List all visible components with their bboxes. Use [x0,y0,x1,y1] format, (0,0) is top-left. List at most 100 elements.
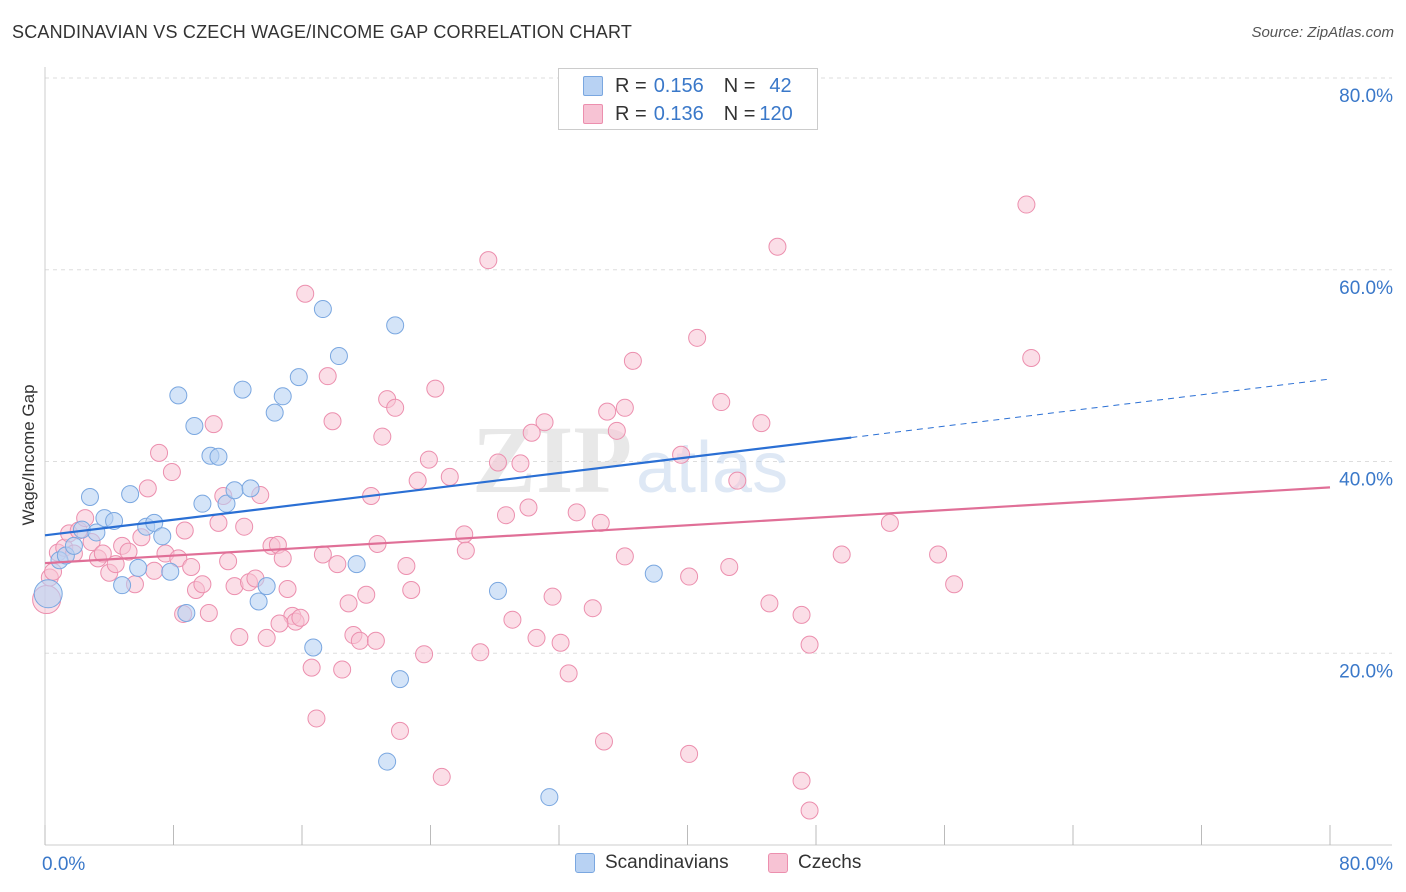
watermark-atlas: atlas [636,428,788,508]
y-tick-label: 60.0% [1339,278,1393,299]
scandinavians-point [329,347,348,366]
czechs-point [357,585,376,604]
scandinavians-point [121,485,140,504]
czechs-point [193,575,212,594]
axes [44,67,1392,846]
czechs-point [598,402,617,421]
czechs-point [440,467,459,486]
czechs-point [328,555,347,574]
scandinavians-point [185,417,204,436]
czechs-point [373,427,392,446]
czechs-point [219,552,238,571]
czechs-point [1017,195,1036,214]
y-tick-label: 40.0% [1339,470,1393,491]
czechs-point [333,660,352,679]
czechs-point [567,503,586,522]
czechs-point [145,561,164,580]
czechs-point [307,709,326,728]
scandinavians-point [390,670,409,689]
legend-n-label: N = [723,102,756,125]
scandinavians-point [193,494,212,513]
czechs-point [880,513,899,532]
czechs-point [415,645,434,664]
czechs-point [792,605,811,624]
czechs-points [32,195,1041,820]
legend-r-value: 0.156 [653,74,704,97]
source-label: Source: ZipAtlas.com [1251,24,1394,41]
czechs-point [273,549,292,568]
scandinavians-point [161,562,180,581]
czechs-point [680,744,699,763]
y-tick-label: 80.0% [1339,86,1393,107]
czechs-point [680,567,699,586]
scandinavians-point [488,581,507,600]
scandinavians-point [386,316,405,335]
scandinavians-point [249,592,268,611]
czechs-point [199,603,218,622]
scandinavians-point [273,387,292,406]
czechs-point [138,479,157,498]
czechs-point [426,379,445,398]
czechs-point [479,251,498,270]
bottom-legend-label-scandinavians: Scandinavians [605,852,729,873]
bottom-legend-scandinavians: Scandinavians [575,852,729,874]
czechs-point [583,599,602,618]
czechs-point [496,506,515,525]
y-tick-labels: 20.0% 40.0% 60.0% 80.0% [1339,86,1393,682]
czechs-point [615,547,634,566]
czechs-point [313,545,332,564]
czechs-point [800,801,819,820]
czechs-point [488,453,507,472]
y-axis-label: Wage/Income Gap [19,384,38,525]
czechs-point [270,614,289,633]
grid-lines [45,77,1392,654]
czechs-trend-line [44,486,1331,565]
scandinavians-point [347,555,366,574]
legend-n-label: N = [723,74,756,97]
czechs-point [519,498,538,517]
legend-n-value: 120 [759,102,793,125]
scandinavians-point [209,447,228,466]
czechs-point [386,398,405,417]
czechs-point [119,542,138,561]
legend-box: R = 0.156 N = 42 R = 0.136 N = 120 [558,68,818,130]
czechs-point [366,631,385,650]
scandinavians-points [33,85,750,807]
y-tick-label: 20.0% [1339,661,1393,682]
czechs-point [712,393,731,412]
scandinavians-point [644,564,663,583]
czechs-point [607,421,626,440]
czechs-point [945,575,964,594]
czechs-point [235,517,254,536]
czechs-point [397,557,416,576]
czechs-point [720,557,739,576]
czechs-point [408,471,427,490]
czechs-point [527,628,546,647]
czechs-point [688,328,707,347]
czechs-point [402,580,421,599]
scandinavians-trend-line [44,436,852,537]
czechs-point [230,627,249,646]
czechs-point [672,445,691,464]
czechs-point [291,608,310,627]
scandinavians-point [289,368,308,387]
scandinavians-point [313,300,332,319]
czechs-point [471,643,490,662]
scandinavians-point [113,576,132,595]
czechs-point [503,610,522,629]
x-tick-labels: 0.0% 80.0% [42,854,1393,875]
czechs-point [93,544,112,563]
x-tick-label: 80.0% [1339,854,1393,875]
legend-swatch-pink [583,104,603,124]
czechs-point [535,413,554,432]
czechs-point [623,351,642,370]
x-tick-label: 0.0% [42,854,85,875]
czechs-point [792,771,811,790]
czechs-point [522,423,541,442]
czechs-point [278,580,297,599]
czechs-point [615,398,634,417]
czechs-point [390,721,409,740]
czechs-point [543,587,562,606]
legend-row-scandinavians: R = 0.156 N = 42 [583,75,792,97]
scandinavians-point [129,558,148,577]
